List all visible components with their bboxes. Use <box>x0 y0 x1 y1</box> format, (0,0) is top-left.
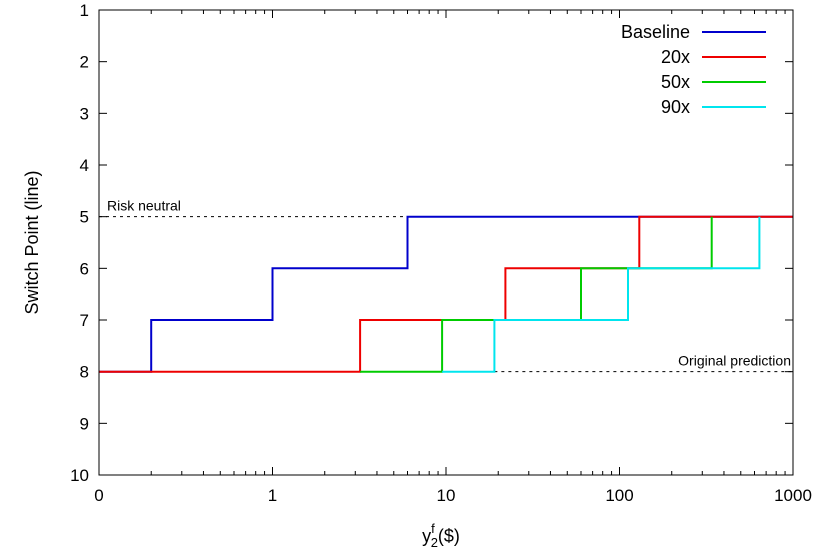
y-tick-label: 4 <box>80 156 89 175</box>
x-tick-label: 0 <box>94 486 103 505</box>
x-tick-label: 1 <box>268 486 277 505</box>
x-axis-label-main: y <box>422 526 431 546</box>
x-axis-label: yf 2($) <box>422 521 460 550</box>
y-tick-label: 6 <box>80 259 89 278</box>
annotation-label: Risk neutral <box>107 198 181 214</box>
legend-label: 90x <box>661 97 690 117</box>
x-tick-label: 100 <box>605 486 633 505</box>
legend-label: 20x <box>661 47 690 67</box>
x-axis-label-unit: ($) <box>438 526 460 546</box>
annotation-label: Original prediction <box>678 353 791 369</box>
axis-ticks <box>98 9 794 476</box>
y-tick-label: 1 <box>80 1 89 20</box>
x-axis-label-sub: 2 <box>431 535 438 550</box>
y-tick-label: 7 <box>80 311 89 330</box>
legend-label: Baseline <box>621 22 690 42</box>
y-tick-label: 10 <box>70 466 89 485</box>
series-lines <box>99 215 793 373</box>
y-axis-label: Switch Point (line) <box>22 170 42 314</box>
y-tick-label: 3 <box>80 104 89 123</box>
series-line <box>99 215 793 373</box>
series-line <box>360 216 713 373</box>
y-tick-label: 2 <box>80 53 89 72</box>
series-line <box>99 215 793 373</box>
x-tick-label: 10 <box>437 486 456 505</box>
series-line <box>442 216 761 373</box>
legend-label: 50x <box>661 72 690 92</box>
y-tick-label: 9 <box>80 414 89 433</box>
y-tick-label: 5 <box>80 208 89 227</box>
y-tick-label: 8 <box>80 363 89 382</box>
plot-frame <box>98 9 794 476</box>
annotations: Risk neutral Original prediction <box>99 198 793 373</box>
x-tick-label: 1000 <box>774 486 812 505</box>
legend: Baseline 20x 50x 90x <box>621 22 766 117</box>
x-axis-label-sup: f <box>431 521 435 536</box>
